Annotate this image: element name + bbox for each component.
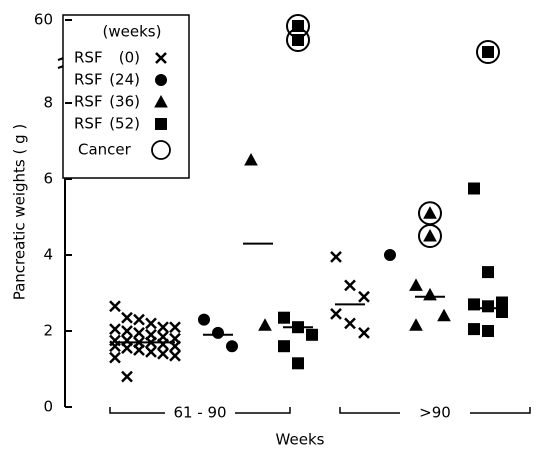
data-point [109, 323, 121, 335]
y-tick-label: 4 [43, 246, 53, 264]
data-point [344, 317, 356, 330]
data-point [121, 342, 133, 354]
legend-label: (52) [109, 115, 140, 133]
legend-name: RSF [74, 49, 103, 67]
data-point [423, 287, 437, 301]
cancer-point [292, 20, 304, 32]
data-point [482, 266, 494, 279]
data-point [330, 251, 342, 263]
data-point [145, 346, 157, 358]
legend-box [62, 14, 190, 179]
legend-symbol [155, 52, 167, 64]
cancer-ring [418, 224, 442, 248]
y-tick-label: 8 [43, 94, 53, 112]
data-point [437, 308, 451, 322]
data-point [482, 325, 494, 337]
group-label: 61 - 90 [173, 404, 226, 422]
data-point [109, 300, 121, 313]
data-point [133, 327, 145, 339]
data-point [278, 340, 290, 353]
data-point [169, 349, 181, 362]
legend-name: RSF [74, 71, 103, 89]
group-bracket [339, 407, 531, 414]
data-point [384, 249, 396, 261]
data-point [169, 321, 181, 334]
legend-cancer-symbol [151, 140, 171, 160]
legend-label: (24) [109, 71, 140, 89]
data-point [121, 325, 133, 337]
data-point [468, 323, 480, 336]
data-point [409, 318, 423, 331]
data-point [358, 290, 370, 303]
data-point [482, 300, 494, 313]
data-point [468, 182, 480, 195]
data-point [306, 328, 318, 341]
data-point [344, 279, 356, 292]
legend-name: RSF [74, 115, 103, 133]
legend-cancer: Cancer [78, 141, 132, 159]
data-point [133, 344, 145, 356]
data-point [226, 340, 238, 353]
legend-label: (36) [109, 93, 140, 111]
data-point [109, 351, 121, 364]
x-axis-label: Weeks [276, 431, 325, 449]
legend-label: (0) [119, 49, 140, 67]
data-point [133, 313, 145, 326]
group-bracket [109, 407, 291, 414]
y-tick-label: 60 [34, 11, 53, 29]
legend-symbol [154, 94, 168, 108]
cancer-point [292, 34, 304, 46]
legend-symbol [155, 118, 167, 130]
group-label: >90 [419, 404, 451, 422]
data-point [468, 298, 480, 311]
legend-symbol [155, 74, 167, 86]
cancer-ring [286, 28, 310, 52]
data-point [198, 313, 210, 326]
data-point [212, 326, 224, 339]
data-point [121, 370, 133, 383]
data-point [278, 311, 290, 324]
cancer-point [423, 206, 437, 219]
data-point [121, 311, 133, 324]
y-tick-label: 2 [43, 322, 53, 340]
data-point [358, 327, 370, 339]
y-tick-label: 0 [43, 398, 53, 416]
data-point [145, 317, 157, 330]
cancer-point [482, 46, 494, 58]
legend-title: (weeks) [103, 23, 162, 41]
data-point [157, 321, 169, 334]
legend-name: RSF [74, 93, 103, 111]
data-point [292, 357, 304, 370]
data-point [496, 306, 508, 318]
data-point [157, 338, 169, 351]
y-tick-label: 6 [43, 170, 53, 188]
data-point [330, 308, 342, 320]
cancer-point [423, 228, 437, 242]
cancer-ring [476, 40, 500, 64]
data-point [157, 347, 169, 360]
data-point [244, 152, 258, 166]
data-point [409, 278, 423, 291]
y-axis-label: Pancreatic weights ( g ) [11, 124, 29, 301]
data-point [258, 318, 272, 331]
